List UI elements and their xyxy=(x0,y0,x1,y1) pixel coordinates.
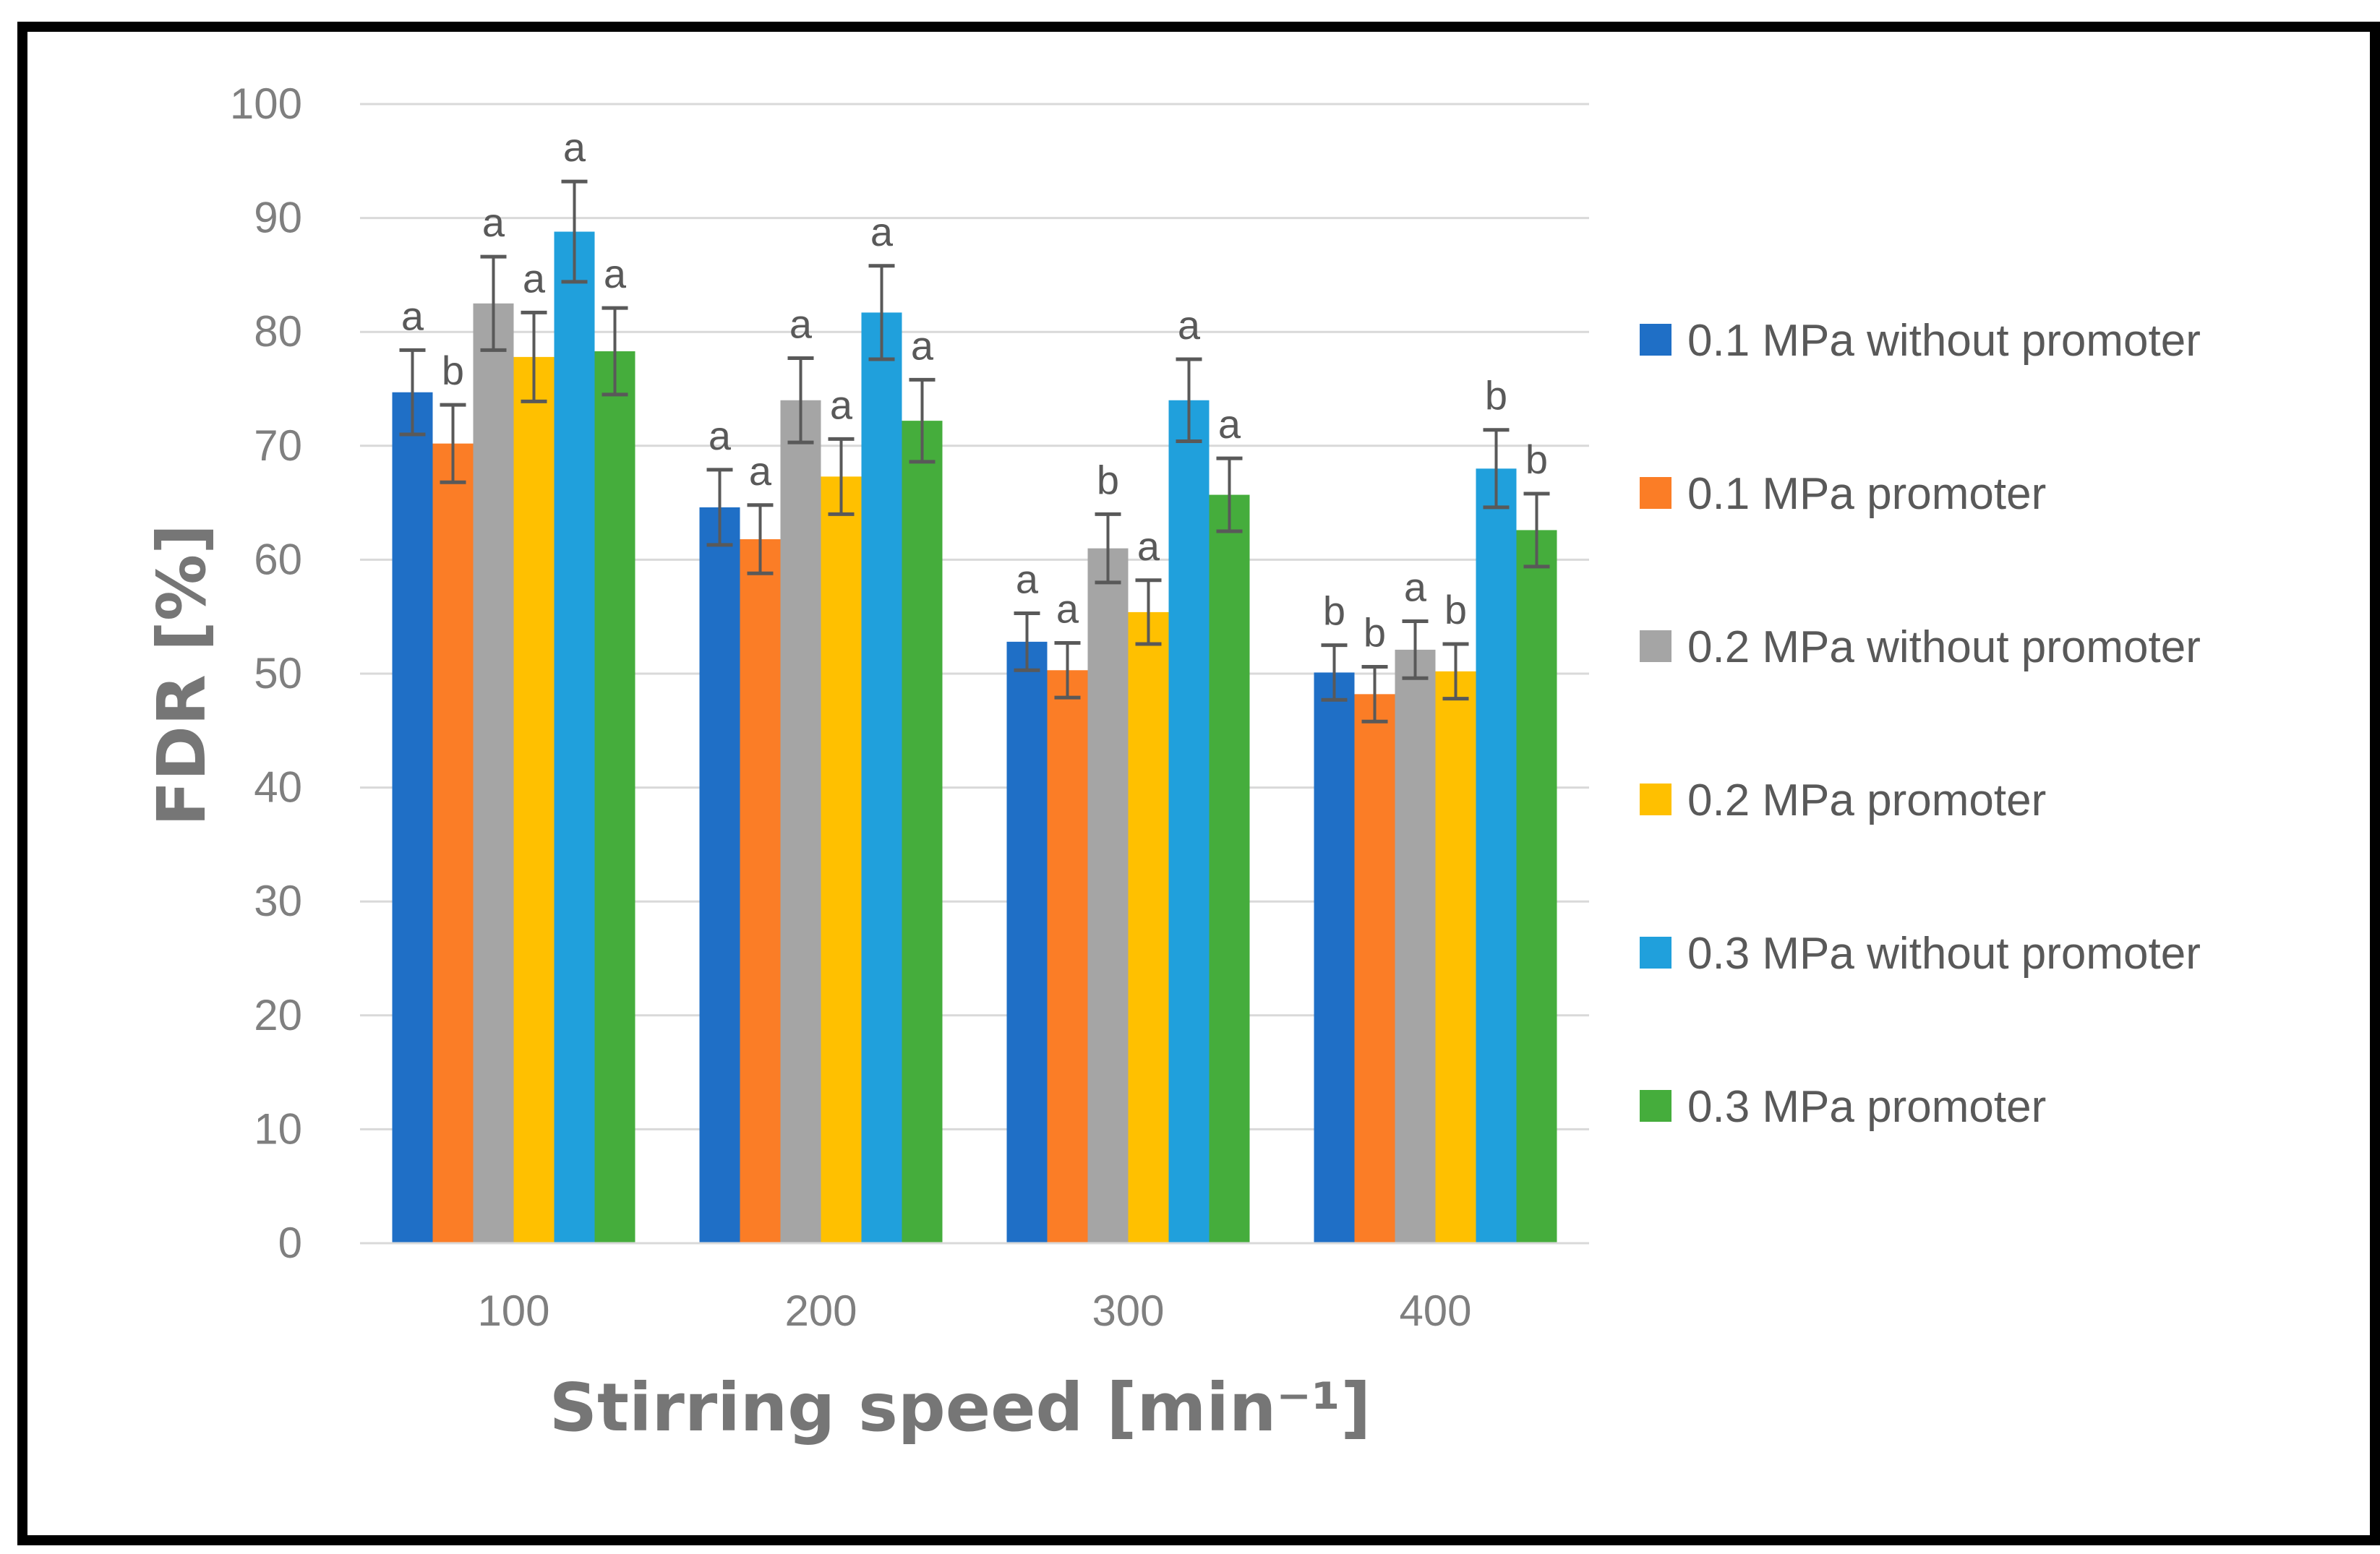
x-tick-label: 100 xyxy=(477,1287,549,1335)
bar xyxy=(392,392,433,1243)
legend-label: 0.1 MPa promoter xyxy=(1687,469,2046,519)
significance-label: a xyxy=(870,209,894,254)
significance-label: a xyxy=(749,448,772,494)
bar xyxy=(1476,468,1517,1243)
bar xyxy=(699,507,740,1243)
y-axis-ticks: 0 10 20 30 40 50 60 70 80 90 100 xyxy=(230,80,302,1267)
bar xyxy=(1516,530,1557,1243)
significance-label: a xyxy=(482,199,505,245)
y-tick-label: 10 xyxy=(254,1104,302,1153)
error-bars xyxy=(399,179,1550,724)
legend-label: 0.3 MPa without promoter xyxy=(1687,929,2201,979)
significance-label: a xyxy=(789,301,813,346)
significance-label: a xyxy=(709,413,732,458)
bar xyxy=(861,312,902,1244)
significance-label: b xyxy=(442,348,464,393)
significance-label: a xyxy=(401,293,424,338)
significance-label: a xyxy=(563,124,586,170)
y-axis-title: FDR [%] xyxy=(143,524,221,826)
bar xyxy=(740,539,781,1243)
y-tick-label: 90 xyxy=(254,194,302,242)
y-tick-label: 0 xyxy=(278,1219,302,1267)
bar xyxy=(513,356,555,1243)
significance-label: a xyxy=(911,322,934,368)
legend-swatch xyxy=(1640,630,1671,662)
legend-label: 0.3 MPa promoter xyxy=(1687,1082,2046,1132)
significance-label: a xyxy=(523,255,546,301)
significance-label: a xyxy=(1137,523,1160,569)
significance-label: a xyxy=(830,382,853,427)
bar xyxy=(1168,400,1210,1243)
bar xyxy=(1435,671,1476,1243)
bar xyxy=(902,421,943,1244)
legend-swatch xyxy=(1640,784,1671,815)
y-tick-label: 80 xyxy=(254,307,302,356)
significance-label: b xyxy=(1323,588,1345,634)
bar xyxy=(473,303,514,1243)
x-tick-label: 200 xyxy=(784,1287,857,1335)
legend: 0.1 MPa without promoter 0.1 MPa promoter… xyxy=(1640,316,2201,1132)
bar xyxy=(1128,611,1169,1243)
bar xyxy=(1395,649,1436,1243)
significance-label: a xyxy=(1056,585,1079,631)
x-axis-title: Stirring speed [min⁻¹] xyxy=(549,1369,1371,1446)
y-tick-label: 60 xyxy=(254,535,302,583)
legend-swatch xyxy=(1640,324,1671,356)
bar xyxy=(554,231,595,1244)
bar xyxy=(1354,694,1395,1243)
bar xyxy=(432,443,474,1244)
legend-label: 0.2 MPa without promoter xyxy=(1687,622,2201,672)
y-tick-label: 40 xyxy=(254,763,302,812)
bar xyxy=(1209,494,1250,1243)
legend-label: 0.1 MPa without promoter xyxy=(1687,316,2201,366)
significance-label: b xyxy=(1485,373,1507,418)
bar xyxy=(821,476,862,1243)
legend-swatch xyxy=(1640,937,1671,969)
bar xyxy=(594,351,635,1244)
significance-label: b xyxy=(1364,610,1386,656)
y-tick-label: 30 xyxy=(254,877,302,925)
bar xyxy=(1314,672,1355,1243)
legend-swatch xyxy=(1640,477,1671,509)
significance-label: b xyxy=(1097,457,1119,502)
legend-label: 0.2 MPa promoter xyxy=(1687,776,2046,825)
significance-label: b xyxy=(1444,587,1467,632)
significance-label: a xyxy=(1404,564,1427,610)
bar xyxy=(1087,548,1129,1243)
significance-label: a xyxy=(1016,556,1039,601)
bar xyxy=(1006,641,1048,1243)
bar xyxy=(780,400,821,1243)
x-tick-label: 300 xyxy=(1092,1287,1164,1335)
y-tick-label: 70 xyxy=(254,421,302,470)
x-axis-ticks: 100 200 300 400 xyxy=(477,1287,1471,1335)
significance-label: a xyxy=(604,251,627,296)
bars xyxy=(392,231,1557,1244)
significance-label: a xyxy=(1178,302,1201,348)
significance-label: a xyxy=(1218,401,1241,447)
x-tick-label: 400 xyxy=(1399,1287,1471,1335)
y-tick-label: 100 xyxy=(230,80,302,128)
significance-label: b xyxy=(1525,437,1548,482)
bar xyxy=(1047,670,1088,1243)
y-tick-label: 20 xyxy=(254,991,302,1039)
legend-swatch xyxy=(1640,1090,1671,1122)
y-tick-label: 50 xyxy=(254,649,302,697)
